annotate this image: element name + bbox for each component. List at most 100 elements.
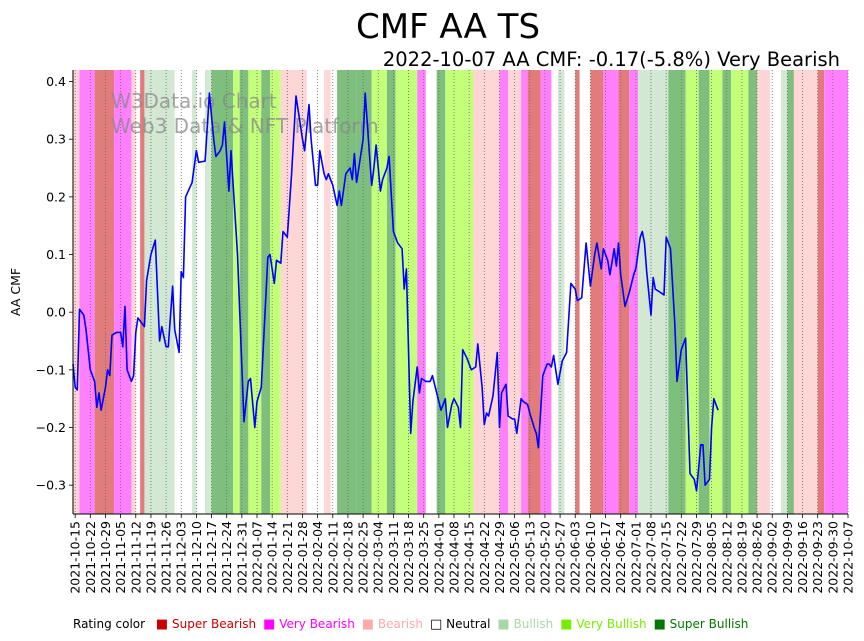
legend-item-bullish: ■ Bullish	[497, 617, 554, 632]
legend-title: Rating color	[73, 617, 146, 631]
x-tick-label: 2022-08-12	[719, 521, 734, 594]
y-axis-label: AA CMF	[8, 268, 23, 316]
chart-title: CMF AA TS	[356, 7, 540, 47]
rating-band-bearish	[131, 70, 136, 514]
rating-band-super-bearish	[817, 70, 825, 514]
rating-band-super-bullish	[337, 70, 357, 514]
rating-band-super-bullish	[698, 70, 710, 514]
rating-band-very-bearish	[603, 70, 619, 514]
rating-band-super-bullish	[668, 70, 686, 514]
legend-label: Neutral	[442, 617, 491, 631]
y-tick-label: −0.1	[36, 362, 66, 377]
legend-label: Very Bearish	[275, 617, 355, 631]
rating-band-super-bullish	[356, 70, 372, 514]
rating-band-neutral	[425, 70, 437, 514]
rating-band-bearish	[73, 70, 80, 514]
x-tick-label: 2022-07-01	[628, 521, 643, 594]
rating-band-very-bullish	[685, 70, 699, 514]
x-tick-label: 2022-09-02	[765, 521, 780, 594]
x-tick-label: 2021-11-12	[128, 521, 143, 594]
x-tick-label: 2022-02-11	[325, 521, 340, 594]
rating-band-super-bearish	[575, 70, 580, 514]
x-tick-label: 2022-09-30	[825, 521, 840, 594]
rating-band-bullish	[557, 70, 565, 514]
x-tick-label: 2022-05-13	[522, 521, 537, 594]
x-tick-label: 2021-12-03	[174, 521, 189, 594]
chart-subtitle: 2022-10-07 AA CMF: -0.17(-5.8%) Very Bea…	[383, 48, 840, 71]
x-tick-label: 2022-09-16	[795, 521, 810, 594]
rating-band-super-bullish	[436, 70, 446, 514]
rating-band-very-bullish	[233, 70, 240, 514]
cmf-series	[72, 92, 719, 492]
rating-band-bearish	[793, 70, 818, 514]
rating-band-super-bullish	[386, 70, 396, 514]
rating-band-very-bearish	[521, 70, 528, 514]
legend-label: Super Bullish	[665, 617, 749, 631]
x-tick-label: 2022-02-18	[340, 521, 355, 594]
x-tick-label: 2022-01-28	[295, 521, 310, 594]
x-tick-label: 2022-05-20	[537, 521, 552, 594]
y-tick-label: 0.0	[46, 305, 66, 320]
rating-band-very-bullish	[248, 70, 262, 514]
x-tick-label: 2021-10-22	[83, 521, 98, 594]
rating-bands	[73, 70, 848, 514]
x-tick-label: 2022-05-27	[553, 521, 568, 594]
x-tick-label: 2022-06-03	[568, 521, 583, 594]
legend-swatch: □	[430, 617, 443, 632]
legend-item-neutral: □ Neutral	[430, 617, 491, 632]
legend-item-super-bearish: ■ Super Bearish	[156, 617, 257, 632]
legend-swatch: ■	[497, 617, 510, 632]
rating-band-very-bearish	[417, 70, 426, 514]
series-line	[72, 92, 719, 492]
x-tick-label: 2021-11-05	[113, 521, 128, 594]
x-tick-label: 2022-10-07	[841, 521, 856, 594]
x-tick-label: 2021-12-24	[219, 521, 234, 594]
x-tick-label: 2021-12-31	[234, 521, 249, 594]
rating-band-very-bearish	[499, 70, 509, 514]
legend-label: Super Bearish	[168, 617, 257, 631]
x-tick-label: 2022-09-23	[810, 521, 825, 594]
rating-band-bearish	[324, 70, 331, 514]
watermark-text: W3Data.io Chart	[111, 89, 277, 113]
x-tick-label: 2022-04-22	[477, 521, 492, 594]
rating-band-neutral	[174, 70, 184, 514]
x-tick-label: 2022-08-26	[750, 521, 765, 594]
watermark-text: Web3 Data & NFT Platform	[111, 114, 379, 138]
rating-band-bullish	[205, 70, 212, 514]
legend-item-very-bearish: ■ Very Bearish	[263, 617, 355, 632]
x-tick-label: 2021-10-29	[98, 521, 113, 594]
x-tick-label: 2022-06-24	[613, 521, 628, 594]
legend-label: Very Bullish	[572, 617, 647, 631]
x-tick-label: 2022-05-06	[507, 521, 522, 594]
rating-band-bullish	[638, 70, 654, 514]
x-tick-label: 2022-02-04	[310, 521, 325, 594]
rating-band-bullish	[192, 70, 197, 514]
x-tick-label: 2021-11-26	[159, 521, 174, 594]
y-tick-label: −0.2	[36, 420, 66, 435]
date-gridlines	[74, 70, 849, 514]
x-tick-label: 2022-04-29	[492, 521, 507, 594]
legend-item-super-bullish: ■ Super Bullish	[654, 617, 749, 632]
x-tick-label: 2022-01-14	[265, 521, 280, 594]
rating-band-very-bearish	[114, 70, 132, 514]
legend-swatch: ■	[361, 617, 375, 632]
legend-label: Bearish	[374, 617, 424, 631]
x-tick-label: 2022-07-22	[674, 521, 689, 594]
legend-item-very-bullish: ■ Very Bullish	[560, 617, 647, 632]
rating-band-very-bearish	[629, 70, 639, 514]
x-tick-label: 2021-11-19	[143, 521, 158, 594]
x-tick-label: 2022-04-15	[462, 521, 477, 594]
x-tick-label: 2022-04-01	[431, 521, 446, 594]
rating-band-super-bearish	[140, 70, 145, 514]
rating-band-very-bullish	[731, 70, 749, 514]
legend-label: Bullish	[509, 617, 554, 631]
x-tick-label: 2022-07-29	[689, 521, 704, 594]
y-tick-label: −0.3	[36, 478, 66, 493]
x-tick-label: 2022-09-09	[780, 521, 795, 594]
rating-band-super-bearish	[590, 70, 604, 514]
y-tick-label: 0.4	[46, 74, 66, 89]
x-tick-label: 2022-07-08	[644, 521, 659, 594]
rating-band-bearish	[757, 70, 771, 514]
x-tick-label: 2022-03-18	[401, 521, 416, 594]
